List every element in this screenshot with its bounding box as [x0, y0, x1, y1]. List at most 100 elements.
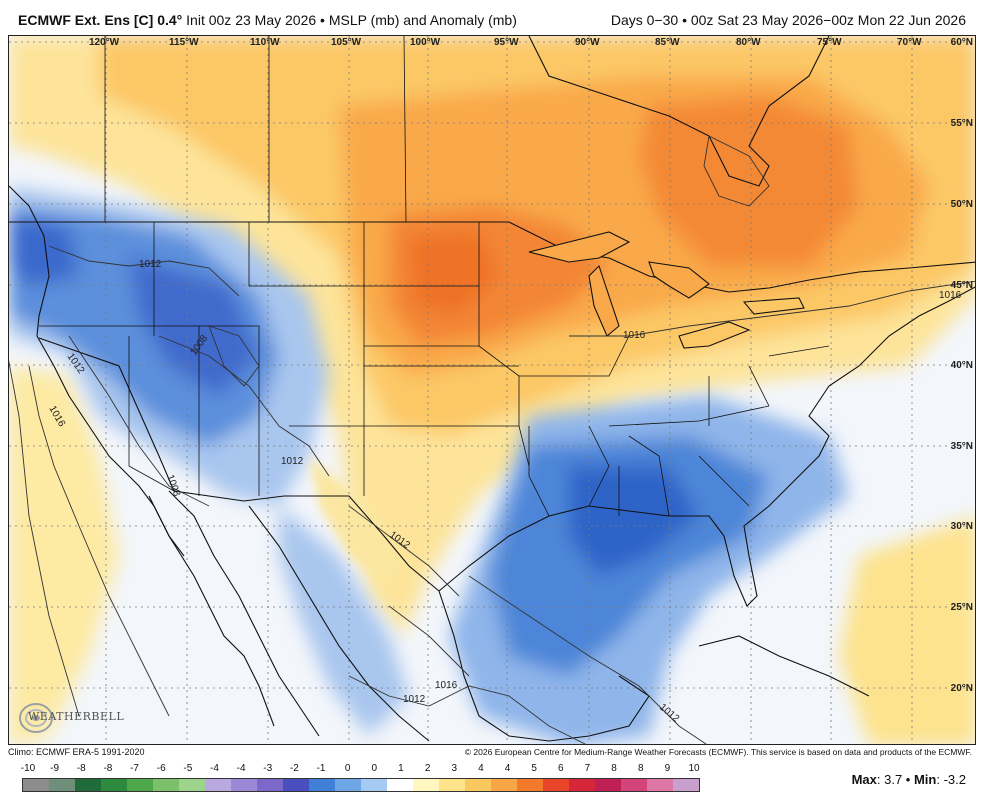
coastlines-borders — [9, 36, 975, 742]
logo-text: WEATHERBELL — [28, 710, 125, 723]
isobar-label: 1012 — [281, 456, 304, 467]
latitude-label: 20°N — [951, 683, 973, 694]
legend-swatch — [127, 779, 153, 791]
legend-swatch — [75, 779, 101, 791]
latitude-labels: 60°N 55°N 50°N 45°N 40°N 35°N 30°N 25°N … — [951, 37, 973, 694]
isobar-label: 1012 — [403, 694, 426, 705]
max-min-stats: Max: 3.7 • Min: -3.2 — [851, 772, 966, 787]
legend-label: 7 — [584, 763, 591, 774]
longitude-label: 70°W — [897, 37, 922, 48]
isobar-label: 1016 — [939, 290, 962, 301]
climo-note: Climo: ECMWF ERA-5 1991-2020 — [8, 747, 145, 757]
legend-label: 0 — [371, 763, 378, 774]
init-and-field: Init 00z 23 May 2026 • MSLP (mb) and Ano… — [186, 12, 517, 28]
legend-swatch — [153, 779, 179, 791]
legend-swatch — [673, 779, 699, 791]
legend-label: -4 — [236, 763, 246, 774]
state-lines — [39, 36, 830, 517]
forecast-map[interactable]: 1012 1008 1012 1016 1012 1008 1012 1016 … — [8, 35, 976, 745]
legend-label: -1 — [316, 763, 326, 774]
min-value: -3.2 — [943, 772, 966, 787]
legend-label: -8 — [103, 763, 113, 774]
legend-swatch — [101, 779, 127, 791]
longitude-label: 80°W — [736, 37, 761, 48]
latitude-label: 40°N — [951, 360, 973, 371]
legend-label: -10 — [20, 763, 36, 774]
longitude-label: 110°W — [250, 37, 280, 48]
weatherbell-logo: WEATHERBELL — [14, 698, 124, 738]
legend-label: 8 — [637, 763, 644, 774]
longitude-label: 85°W — [655, 37, 680, 48]
neutral-ribbon — [309, 456, 399, 586]
legend-swatch — [543, 779, 569, 791]
legend-label: -8 — [76, 763, 86, 774]
map-title: ECMWF Ext. Ens [C] 0.4° Init 00z 23 May … — [18, 12, 517, 28]
legend-label: 0 — [344, 763, 351, 774]
legend-swatch — [569, 779, 595, 791]
max-value: 3.7 — [884, 772, 903, 787]
longitude-label: 105°W — [331, 37, 362, 48]
legend-label: 1 — [398, 763, 404, 774]
legend-swatch — [335, 779, 361, 791]
isobars — [9, 135, 975, 744]
map-canvas: 1012 1008 1012 1016 1012 1008 1012 1016 … — [9, 36, 975, 744]
max-label: Max — [851, 772, 877, 787]
swirl-icon — [19, 703, 53, 733]
legend-swatch — [491, 779, 517, 791]
legend-label: 8 — [611, 763, 617, 774]
longitude-label: 90°W — [575, 37, 600, 48]
legend-swatch — [621, 779, 647, 791]
legend-swatch — [413, 779, 439, 791]
header: ECMWF Ext. Ens [C] 0.4° Init 00z 23 May … — [0, 0, 984, 34]
legend-label: 5 — [531, 763, 537, 774]
forecast-range: Days 0−30 • 00z Sat 23 May 2026−00z Mon … — [610, 12, 966, 28]
legend-label: 3 — [451, 763, 458, 774]
legend-label: 9 — [664, 763, 671, 774]
legend-label: -5 — [183, 763, 193, 774]
legend-swatch — [23, 779, 49, 791]
longitude-labels: 120°W 115°W 110°W 105°W 100°W 95°W 90°W … — [89, 37, 922, 48]
legend-label: 2 — [424, 763, 431, 774]
latitude-label: 55°N — [951, 118, 973, 129]
longitude-label: 100°W — [410, 37, 441, 48]
anomaly-legend: -10 -9 -8 -8 -7 -6 -5 -4 -4 -3 -2 -1 0 0 1 2 3 4 4 5 6 7 8 8 9 10 — [20, 763, 702, 795]
legend-label: 4 — [504, 763, 511, 774]
legend-swatch — [283, 779, 309, 791]
legend-label: -6 — [156, 763, 166, 774]
legend-label: 4 — [478, 763, 484, 774]
latitude-label: 35°N — [951, 441, 973, 452]
legend-label: 6 — [558, 763, 564, 774]
longitude-label: 75°W — [817, 37, 842, 48]
longitude-label: 115°W — [169, 37, 199, 48]
legend-swatch — [439, 779, 465, 791]
legend-swatch — [49, 779, 75, 791]
legend-swatch — [361, 779, 387, 791]
isobar-label: 1016 — [623, 330, 646, 341]
legend-swatch — [309, 779, 335, 791]
legend-swatch — [595, 779, 621, 791]
latitude-label: 30°N — [951, 521, 973, 532]
copyright-note: © 2026 European Centre for Medium-Range … — [464, 747, 972, 757]
legend-swatch — [231, 779, 257, 791]
latitude-label: 45°N — [951, 280, 973, 291]
longitude-label: 120°W — [89, 37, 120, 48]
legend-swatch — [387, 779, 413, 791]
model-name: ECMWF Ext. Ens [C] 0.4° — [18, 12, 183, 28]
legend-label: -3 — [263, 763, 273, 774]
legend-swatch — [257, 779, 283, 791]
min-label: Min — [913, 772, 937, 787]
legend-swatch — [465, 779, 491, 791]
latitude-label: 25°N — [951, 602, 973, 613]
legend-swatch — [179, 779, 205, 791]
longitude-label: 95°W — [494, 37, 519, 48]
legend-colorbar — [22, 778, 700, 792]
legend-label: -7 — [130, 763, 139, 774]
legend-label: 10 — [688, 763, 700, 774]
legend-label: -9 — [50, 763, 60, 774]
legend-swatch — [647, 779, 673, 791]
legend-swatch — [205, 779, 231, 791]
latitude-label: 60°N — [951, 37, 973, 48]
legend-labels: -10 -9 -8 -8 -7 -6 -5 -4 -4 -3 -2 -1 0 0 1 2 3 4 4 5 6 7 8 8 9 10 — [20, 763, 702, 777]
latitude-label: 50°N — [951, 199, 973, 210]
isobar-label: 1016 — [435, 680, 458, 691]
